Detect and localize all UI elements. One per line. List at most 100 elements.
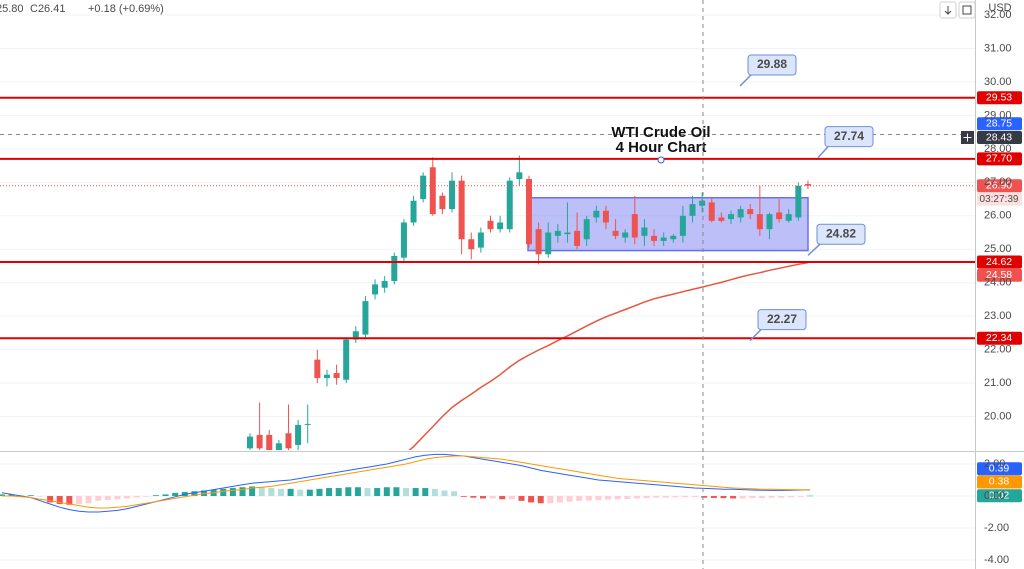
candle-body: [295, 424, 302, 445]
candle-body: [679, 215, 686, 236]
candle-body: [737, 209, 744, 218]
histogram-bar: [268, 488, 275, 497]
candle-body: [776, 212, 783, 220]
range-box: [527, 196, 809, 252]
histogram-bar: [172, 492, 179, 497]
candle-body: [622, 232, 629, 238]
candle-body: [651, 235, 658, 241]
y-tick-label: 32.00: [984, 9, 1012, 21]
histogram-bar: [576, 496, 583, 501]
y-tick-label: 0.00: [984, 490, 1005, 502]
histogram-bar: [807, 495, 814, 497]
candle-body: [400, 222, 407, 258]
candle-body: [708, 202, 715, 221]
button-icon: [962, 5, 972, 15]
candle-body: [372, 284, 379, 295]
scale-button[interactable]: [939, 1, 957, 19]
candle-body: [352, 331, 359, 340]
callout-pointer: [749, 328, 763, 342]
callout-box: [757, 309, 807, 331]
candle-body: [795, 185, 802, 218]
price-badge: [977, 130, 1022, 144]
callout-box: [824, 126, 874, 148]
candle-body: [593, 210, 600, 218]
price-badge-label: 28.75: [986, 118, 1012, 130]
histogram-bar: [277, 488, 284, 497]
value-badge-label: 0.02: [989, 490, 1010, 502]
histogram-bar: [701, 496, 708, 498]
callout-pointer: [817, 145, 830, 159]
histogram-bar: [431, 488, 438, 497]
candle-body: [766, 214, 773, 230]
histogram-bar: [710, 496, 717, 498]
candle-body: [477, 232, 484, 248]
y-tick-label: 23.00: [984, 310, 1012, 322]
candle-body: [285, 433, 292, 449]
histogram-bar: [633, 496, 640, 499]
candle-body: [497, 222, 504, 230]
histogram-bar: [682, 496, 689, 498]
button-frame[interactable]: [958, 1, 976, 19]
candle-body: [487, 220, 494, 230]
price-pane: [0, 14, 975, 450]
histogram-bar: [480, 496, 486, 499]
y-tick-label: 2.00: [984, 458, 1005, 470]
histogram-bar: [403, 488, 410, 497]
candle-body: [545, 232, 552, 255]
annotation-title: WTI Crude Oil: [611, 124, 710, 141]
y-tick-label: 24.00: [984, 277, 1012, 289]
histogram-bar: [412, 488, 419, 497]
histogram-bar: [566, 496, 573, 502]
histogram-bar: [499, 496, 506, 500]
candle-body: [458, 180, 465, 240]
header-close: C26.41: [30, 3, 65, 15]
histogram-bar: [47, 496, 54, 503]
header-change: +0.18 (+0.69%): [88, 3, 164, 15]
histogram-bar: [749, 496, 756, 499]
histogram-bar: [422, 488, 429, 497]
candle-body: [343, 339, 350, 380]
callout-label: 29.88: [757, 57, 787, 71]
fullscreen-button[interactable]: [958, 1, 976, 19]
candle-body: [314, 359, 321, 379]
callout-box: [747, 54, 797, 76]
histogram-bar: [787, 496, 794, 498]
candle-body: [266, 434, 273, 450]
histogram-bar: [297, 489, 304, 497]
histogram-bar: [739, 496, 746, 499]
price-badge-label: 24.58: [986, 269, 1012, 281]
histogram-bar: [672, 496, 679, 498]
candle-body: [574, 230, 581, 246]
y-tick-label: 27.00: [984, 176, 1012, 188]
histogram-bar: [0, 494, 5, 497]
histogram-bar: [152, 495, 159, 497]
price-badge-label: 22.34: [986, 332, 1012, 344]
candle-body: [333, 373, 340, 379]
candle-body: [429, 167, 436, 215]
histogram-bar: [662, 496, 669, 498]
candle-body: [641, 227, 648, 236]
candle-body: [535, 229, 542, 255]
candle-body: [362, 301, 369, 335]
moving-average: [408, 261, 809, 450]
histogram-bar: [258, 487, 265, 497]
histogram-bar: [316, 488, 323, 497]
histogram-bar: [27, 495, 34, 497]
candle-body: [689, 204, 696, 216]
histogram-bar: [691, 496, 698, 497]
histogram-bar: [374, 488, 381, 497]
histogram-bar: [460, 496, 467, 497]
histogram-bar: [229, 488, 236, 497]
y-tick-label: 26.00: [984, 210, 1012, 222]
histogram-bar: [364, 488, 371, 497]
histogram-bar: [85, 496, 92, 504]
histogram-bar: [326, 488, 333, 497]
histogram-bar: [306, 489, 313, 497]
y-tick-label: 31.00: [984, 42, 1012, 54]
histogram-bar: [595, 496, 602, 501]
candle-body: [468, 239, 475, 250]
y-tick-label: 29.00: [984, 109, 1012, 121]
candle-body: [554, 230, 561, 236]
candle-body: [670, 235, 677, 240]
price-badge-label: 24.62: [986, 256, 1012, 268]
